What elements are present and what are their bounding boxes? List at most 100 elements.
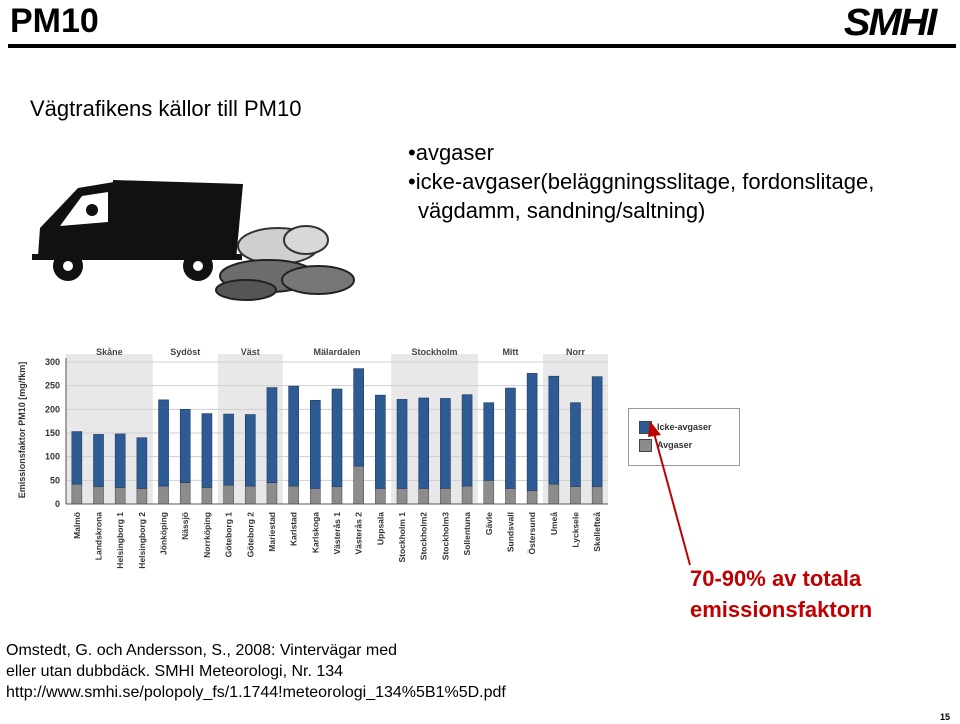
x-tick-label: Sundsvall [505, 512, 515, 552]
x-tick-label: Östersund [527, 512, 537, 555]
bar-avgaser [353, 465, 364, 505]
bar-icke-avgaser [71, 431, 83, 485]
bar-avgaser [440, 488, 451, 505]
callout-line: 70-90% av totala [690, 566, 862, 591]
bar-avgaser [93, 486, 104, 505]
bar-avgaser [288, 485, 299, 505]
y-tick-label: 200 [45, 404, 60, 414]
bar-avgaser [483, 480, 495, 505]
x-tick-label: Nässjö [180, 512, 190, 540]
y-axis: 0 50 100 150 200 250 300 [45, 357, 608, 509]
region-labels: Skåne Sydöst Väst Mälardalen Stockholm Mitt No… [96, 347, 585, 357]
bar-avgaser [201, 487, 213, 505]
y-tick-label: 150 [45, 428, 60, 438]
legend-swatch-avgaser [639, 439, 652, 452]
bar-icke-avgaser [114, 433, 126, 488]
bar-icke-avgaser [179, 409, 191, 484]
bar-icke-avgaser [223, 413, 234, 486]
y-tick-label: 300 [45, 357, 60, 367]
x-tick-label: Göteborg 1 [224, 512, 234, 558]
x-tick-label: Sollentuna [462, 512, 472, 556]
bar-avgaser [179, 482, 191, 505]
truck-illustration [32, 180, 355, 301]
bar-icke-avgaser [483, 402, 495, 481]
callout-arrow [648, 421, 691, 566]
x-tick-label: Mariestad [267, 512, 277, 552]
x-axis-labels: Malmö Landskrona Helsingborg 1 Helsingborg … [72, 512, 602, 569]
exhaust-cloud-icon [215, 225, 355, 301]
x-tick-label: Norrköping [202, 512, 212, 558]
bar-avgaser [396, 488, 408, 505]
bullet-item-continuation: vägdamm, sandning/saltning) [418, 198, 706, 223]
x-tick-label: Stockholm 1 [397, 512, 407, 563]
arrow-head-icon [648, 421, 661, 437]
bar-avgaser [114, 487, 126, 505]
bullet-list: •avgaser •icke-avgaser(beläggningsslitag… [408, 138, 874, 225]
bar-icke-avgaser [136, 437, 148, 489]
bar-avgaser [158, 485, 169, 505]
bar-avgaser [331, 486, 343, 505]
bar-icke-avgaser [201, 413, 213, 488]
bar-icke-avgaser [331, 388, 343, 487]
bar-avgaser [570, 486, 581, 505]
x-tick-label: Gävle [484, 512, 494, 535]
x-tick-label: Västerås 2 [354, 512, 364, 555]
bar-icke-avgaser [158, 399, 169, 487]
bar-avgaser [526, 490, 538, 505]
bar-icke-avgaser [505, 387, 516, 489]
chart-legend: Icke-avgaser Avgaser [628, 408, 740, 466]
reference: Omstedt, G. och Andersson, S., 2008: Vin… [6, 640, 506, 703]
bar-avgaser [310, 488, 321, 505]
bar-icke-avgaser [570, 402, 581, 487]
bar-avgaser [71, 483, 83, 505]
region-label: Stockholm [412, 347, 458, 357]
truck-icon [32, 180, 243, 281]
y-tick-label: 250 [45, 381, 60, 391]
bar-avgaser [136, 488, 148, 505]
slide-title: PM10 [10, 2, 99, 40]
pm10-bar-chart: 0 50 100 150 200 250 300 Skåne Sydöst Väst Mälard… [17, 347, 608, 569]
x-tick-label: Göteborg 2 [245, 512, 255, 558]
y-axis-label: Emissionsfaktor PM10 [mg/fkm] [17, 362, 27, 499]
x-tick-label: Västerås 1 [332, 512, 342, 555]
bar-icke-avgaser [375, 394, 386, 489]
y-tick-label: 100 [45, 452, 60, 462]
x-tick-label: Landskrona [94, 512, 104, 560]
bar-icke-avgaser [418, 397, 430, 489]
slide-subtitle: Vägtrafikens källor till PM10 [30, 96, 302, 121]
title-rule [8, 44, 956, 48]
bar-icke-avgaser [266, 387, 278, 484]
bar-avgaser [461, 485, 473, 505]
page-number: 15 [940, 712, 951, 722]
region-label: Väst [241, 347, 260, 357]
callout-line: emissionsfaktorn [690, 597, 873, 622]
x-tick-label: Uppsala [375, 512, 385, 545]
x-tick-label: Karlstad [289, 512, 299, 546]
bar-avgaser [266, 482, 278, 505]
x-tick-label: Stockholm2 [419, 512, 429, 560]
x-tick-label: Stockholm3 [440, 512, 450, 560]
legend-label-icke-avgaser: Icke-avgaser [657, 422, 712, 432]
bullet-item: •avgaser [408, 140, 494, 165]
bar-icke-avgaser [310, 400, 321, 489]
x-tick-label: Malmö [72, 512, 82, 539]
x-tick-label: Umeå [549, 512, 559, 535]
bar-avgaser [375, 488, 386, 505]
bar-avgaser [244, 485, 256, 505]
region-label: Mälardalen [313, 347, 360, 357]
x-tick-label: Jönköping [159, 512, 169, 555]
callout-text: 70-90% av totala emissionsfaktorn [690, 563, 872, 625]
bar-icke-avgaser [591, 376, 603, 487]
region-label: Skåne [96, 347, 123, 357]
bar-icke-avgaser [461, 394, 473, 487]
bullet-item: •icke-avgaser(beläggningsslitage, fordon… [408, 169, 875, 194]
bar-icke-avgaser [244, 414, 256, 487]
bar-icke-avgaser [526, 373, 538, 492]
bar-avgaser [505, 488, 516, 505]
bar-icke-avgaser [440, 398, 451, 489]
x-tick-label: Helsingborg 1 [115, 512, 125, 569]
smhi-logo: SMHI [843, 2, 937, 44]
legend-label-avgaser: Avgaser [657, 440, 693, 450]
reference-line: eller utan dubbdäck. SMHI Meteorologi, N… [6, 663, 344, 680]
x-tick-label: Karlskoga [310, 512, 320, 553]
